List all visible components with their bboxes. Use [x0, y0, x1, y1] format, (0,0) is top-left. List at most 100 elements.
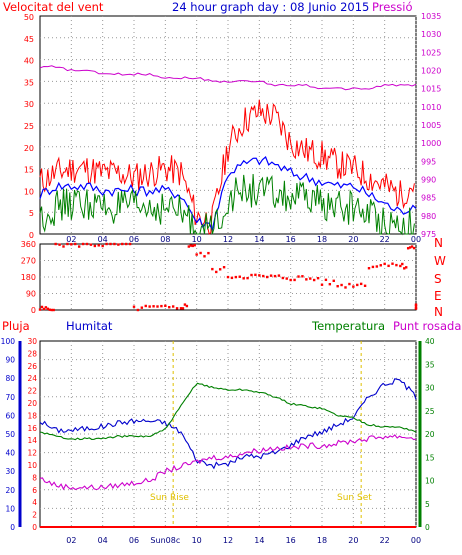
rain-y-tick: 10: [27, 461, 37, 470]
direction-y-tick: 90: [26, 290, 36, 299]
wind-x-tick: 02: [66, 235, 76, 244]
wind-y-tick: 25: [24, 122, 34, 131]
wind-speed-label: Velocitat del vent: [3, 0, 104, 14]
temperature-y-tick: 25: [425, 407, 435, 416]
direction-point: [410, 245, 414, 248]
direction-point: [140, 306, 144, 309]
humidity-y-tick: 60: [5, 411, 15, 420]
temperature-y-tick: 0: [425, 523, 430, 532]
direction-point: [66, 242, 69, 246]
direction-point: [250, 273, 253, 277]
rain-y-tick: 24: [27, 374, 37, 383]
humidity-y-tick: 0: [10, 523, 15, 532]
direction-point: [301, 275, 304, 278]
temperature-y-tick: 5: [425, 500, 430, 509]
temperature-x-tick: 20: [348, 536, 358, 545]
direction-point: [175, 307, 179, 310]
direction-point: [189, 244, 192, 247]
rain-y-tick: 4: [32, 498, 37, 507]
pressure-y-tick: 1025: [421, 48, 441, 57]
temperature-series: [39, 378, 417, 528]
temperature-y-tick: 40: [425, 337, 435, 346]
direction-point: [85, 242, 89, 246]
temperature-x-tick: 18: [317, 536, 327, 545]
direction-point: [273, 274, 277, 278]
direction-point: [132, 305, 136, 308]
direction-y-tick: 180: [21, 273, 36, 282]
rain-y-tick: 26: [27, 362, 37, 371]
wind-x-tick: 08: [160, 235, 170, 244]
direction-point: [356, 283, 359, 287]
direction-point: [121, 242, 124, 246]
direction-point: [117, 243, 120, 246]
humidity-y-tick: 100: [1, 337, 16, 346]
wind-x-tick: 18: [317, 235, 327, 244]
direction-point: [414, 306, 418, 310]
direction-point: [406, 247, 410, 250]
direction-point: [352, 285, 355, 288]
direction-point: [109, 242, 112, 246]
compass-label: W: [434, 254, 446, 268]
series-temperature-line: [39, 382, 417, 441]
wind-grid: [40, 16, 417, 234]
direction-point: [289, 278, 292, 282]
direction-point: [218, 268, 222, 271]
direction-point: [199, 251, 202, 255]
compass-label: N: [434, 305, 443, 319]
direction-point: [40, 305, 44, 309]
humidity-label: Humitat: [66, 319, 113, 333]
pressure-y-tick: 1015: [421, 85, 441, 94]
direction-point: [254, 273, 257, 277]
direction-point: [46, 307, 50, 311]
direction-point: [363, 284, 367, 287]
wind-series: [39, 65, 417, 236]
direction-point: [101, 244, 104, 248]
temperature-x-tick: 10: [192, 536, 202, 545]
direction-point: [340, 283, 343, 287]
pressure-y-tick: 1010: [421, 103, 441, 112]
temperature-x-tick: 00: [411, 536, 421, 545]
wind-y-tick: 35: [24, 78, 34, 87]
rain-y-tick: 8: [32, 473, 37, 482]
rain-y-tick: 22: [27, 387, 37, 396]
wind-y-tick: 10: [24, 187, 34, 196]
temperature-x-tick: 04: [98, 536, 108, 545]
sunrise-label: Sun Rise: [150, 493, 189, 503]
direction-point: [395, 263, 398, 267]
direction-point: [105, 242, 108, 246]
direction-point: [348, 282, 351, 286]
temperature-y-tick: 20: [425, 430, 435, 439]
direction-point: [97, 244, 100, 247]
rain-y-tick: 16: [27, 424, 37, 433]
wind-x-tick: 10: [192, 235, 202, 244]
direction-point: [324, 278, 328, 282]
direction-point: [156, 305, 159, 308]
humidity-y-tick: 30: [5, 467, 15, 476]
direction-point: [203, 255, 206, 258]
wind-y-tick: 45: [24, 35, 34, 44]
wind-x-tick: 00: [411, 235, 421, 244]
wind-x-tick: 12: [223, 235, 233, 244]
direction-point: [234, 275, 238, 279]
direction-point: [148, 305, 151, 308]
wind-x-tick: 06: [129, 235, 139, 244]
rain-y-tick: 18: [27, 411, 37, 420]
pressure-y-tick: 990: [421, 176, 436, 185]
direction-point: [285, 277, 288, 280]
direction-point: [89, 243, 93, 246]
temperature-x-tick: 22: [380, 536, 390, 545]
wind-y-tick: 20: [24, 144, 34, 153]
wind-y-tick: 40: [24, 57, 34, 66]
temperature-y-tick: 35: [425, 360, 435, 369]
direction-point: [181, 307, 185, 310]
direction-point: [77, 245, 81, 248]
direction-point: [81, 242, 85, 246]
rain-y-tick: 0: [32, 523, 37, 532]
direction-point: [414, 304, 418, 307]
rain-y-tick: 20: [27, 399, 37, 408]
direction-point: [136, 308, 140, 312]
temperature-x-tick: 06: [129, 536, 139, 545]
pressure-label: Pressió: [372, 0, 413, 14]
direction-point: [332, 279, 335, 283]
series-avg-line: [39, 155, 417, 233]
